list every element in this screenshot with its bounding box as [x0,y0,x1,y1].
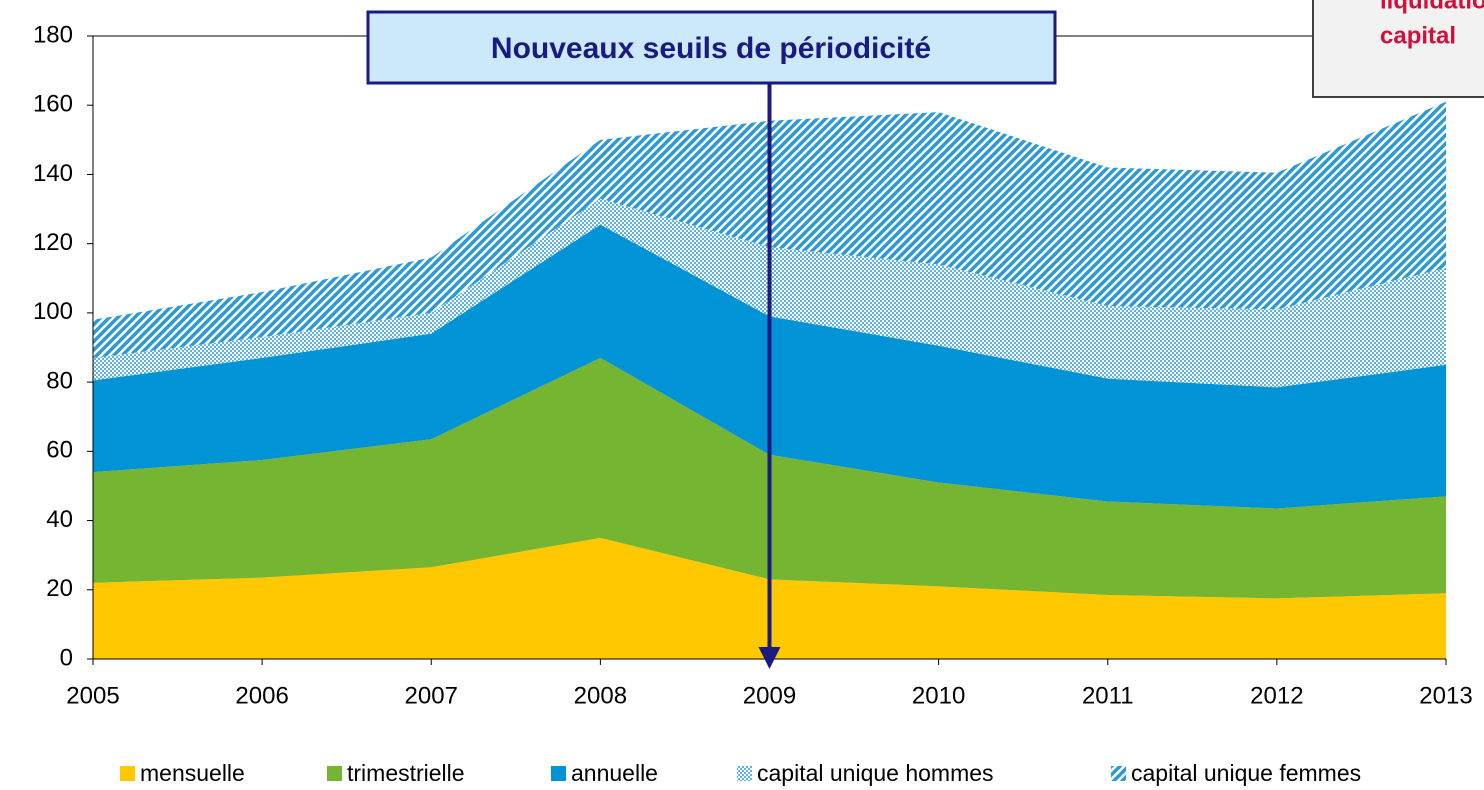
legend-swatch [1111,766,1126,781]
y-tick-label: 20 [46,575,73,602]
x-tick-label: 2013 [1419,682,1472,709]
x-tick-label: 2012 [1250,682,1303,709]
x-tick-label: 2011 [1082,682,1134,709]
legend-swatch [327,766,342,781]
legend-swatch [737,766,752,781]
legend-label: annuelle [571,760,658,786]
annotation-box [366,10,1057,85]
annotation-box [1312,0,1484,98]
y-tick-label: 60 [46,437,73,464]
arrow-head [758,647,781,669]
legend-swatch [120,766,135,781]
legend-label: trimestrielle [347,760,465,786]
y-tick-label: 80 [46,367,73,394]
x-tick-label: 2010 [912,682,965,709]
x-tick-label: 2009 [743,682,796,709]
annotation: Nouveaux seuils de périodicité [491,32,931,65]
legend-label: capital unique hommes [757,760,994,786]
y-tick-label: 40 [46,506,73,533]
x-tick-label: 2007 [405,682,458,709]
annotation: capital [1380,22,1456,49]
y-tick-label: 180 [33,21,73,48]
legend-swatch [551,766,566,781]
legend-label: capital unique femmes [1131,760,1361,786]
legend-label: mensuelle [140,760,245,786]
y-tick-label: 100 [33,298,73,325]
x-tick-label: 2008 [574,682,627,709]
y-tick-label: 0 [60,644,73,671]
y-tick-label: 140 [33,160,73,187]
x-tick-label: 2006 [235,682,288,709]
y-tick-label: 120 [33,229,73,256]
x-tick-label: 2005 [66,682,119,709]
annotation: liquidation [1380,0,1484,14]
y-tick-label: 160 [33,91,73,118]
